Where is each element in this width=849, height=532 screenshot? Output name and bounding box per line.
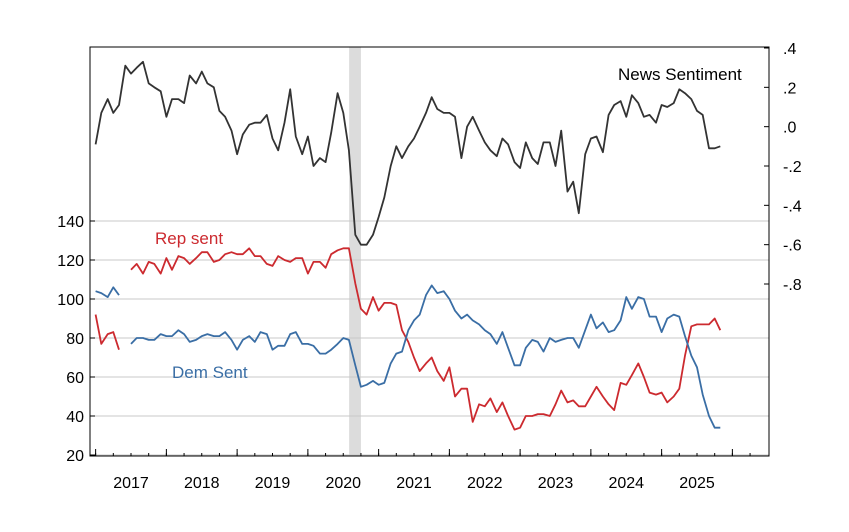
right-tick-label: -.8	[783, 277, 802, 294]
left-tick-label: 40	[66, 409, 84, 426]
x-tick-label: 2023	[538, 475, 574, 492]
left-tick-label: 120	[57, 253, 84, 270]
recession-band	[349, 47, 361, 456]
x-tick-label: 2025	[679, 475, 715, 492]
legend-rep-sent: Rep sent	[155, 229, 223, 248]
x-tick-label: 2024	[608, 475, 644, 492]
gridlines	[90, 220, 769, 456]
series-line-news-sentiment	[94, 60, 721, 246]
x-tick-label: 2017	[113, 475, 149, 492]
recession-band-layer	[349, 47, 361, 456]
x-tick-label: 2020	[325, 475, 361, 492]
series-line-dem-sent	[130, 284, 721, 429]
right-axis: .4 .2 .0 -.2 -.4 -.6 -.8	[764, 41, 802, 294]
left-axis: 20 40 60 80 100 120 140	[57, 214, 95, 465]
x-tick-label: 2021	[396, 475, 432, 492]
x-tick-label: 2018	[184, 475, 220, 492]
series-layer	[94, 60, 722, 431]
series-line-dem-sent	[95, 286, 120, 299]
x-tick-label: 2022	[467, 475, 503, 492]
series-line-rep-sent	[94, 314, 120, 350]
series-line-rep-sent	[130, 247, 722, 431]
right-tick-label: .0	[783, 120, 796, 137]
left-tick-label: 60	[66, 370, 84, 387]
right-tick-label: .2	[783, 80, 796, 97]
left-tick-label: 80	[66, 331, 84, 348]
right-tick-label: -.4	[783, 198, 802, 215]
left-tick-label: 140	[57, 214, 84, 231]
right-tick-label: .4	[783, 41, 796, 58]
x-axis: 2017 2018 2019 2020 2021 2022 2023 2024 2025	[95, 449, 751, 492]
right-tick-label: -.6	[783, 238, 802, 255]
left-tick-label: 100	[57, 292, 84, 309]
x-tick-label: 2019	[255, 475, 291, 492]
legend-dem-sent: Dem Sent	[172, 363, 248, 382]
legend-news-sentiment: News Sentiment	[618, 65, 742, 84]
left-tick-label: 20	[66, 448, 84, 465]
right-tick-label: -.2	[783, 159, 802, 176]
plot-frame	[89, 46, 770, 457]
